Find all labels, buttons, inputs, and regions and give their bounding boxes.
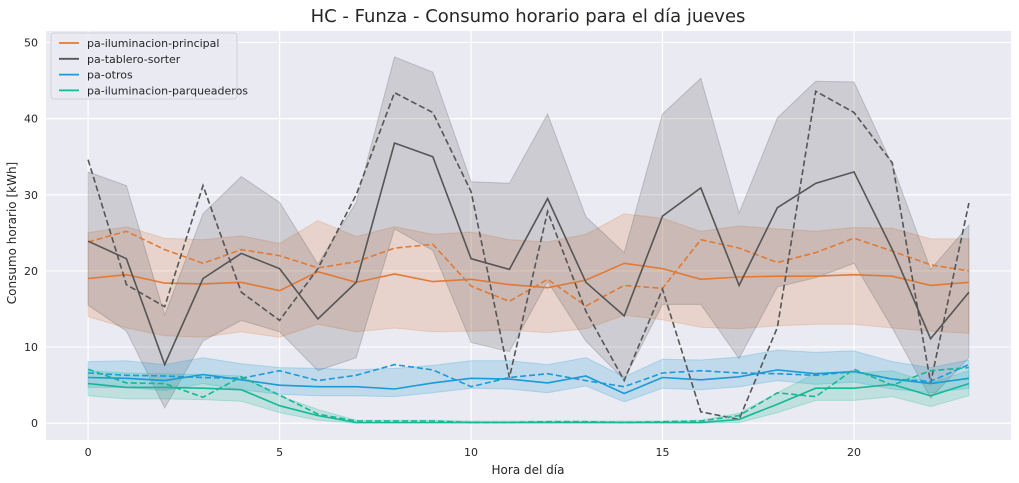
y-ticks: 0 10 20 30 40 50 xyxy=(24,36,38,430)
x-ticks: 0 5 10 15 20 xyxy=(85,446,861,459)
legend: pa-iluminacion-principal pa-tablero-sorte… xyxy=(50,32,248,100)
y-tick-label: 20 xyxy=(24,265,38,278)
x-tick-label: 5 xyxy=(276,446,283,459)
y-tick-label: 50 xyxy=(24,36,38,49)
y-tick-label: 0 xyxy=(31,417,38,430)
series-line-mean xyxy=(88,262,969,292)
series-line-dashed xyxy=(87,230,970,307)
x-tick-label: 15 xyxy=(656,446,670,459)
y-axis-label: Consumo horario [kWh] xyxy=(5,162,19,304)
y-tick-label: 40 xyxy=(24,113,38,126)
x-tick-label: 20 xyxy=(847,446,861,459)
x-tick-label: 0 xyxy=(85,446,92,459)
x-axis-label: Hora del día xyxy=(492,463,565,477)
y-tick-label: 10 xyxy=(24,341,38,354)
series-line-dashed xyxy=(87,366,969,424)
y-tick-label: 30 xyxy=(24,189,38,202)
x-tick-label: 10 xyxy=(464,446,478,459)
series-lines xyxy=(87,89,970,424)
series-line-dashed xyxy=(88,363,970,388)
legend-label: pa-otros xyxy=(87,69,133,82)
series-line-mean xyxy=(87,141,970,367)
legend-label: pa-iluminacion-parqueaderos xyxy=(87,84,248,97)
chart-title: HC - Funza - Consumo horario para el día… xyxy=(311,6,746,27)
legend-box xyxy=(50,32,238,100)
series-line-dashed xyxy=(87,89,970,421)
legend-label: pa-iluminacion-principal xyxy=(87,37,219,50)
confidence-band xyxy=(87,349,970,403)
legend-label: pa-tablero-sorter xyxy=(87,53,181,66)
